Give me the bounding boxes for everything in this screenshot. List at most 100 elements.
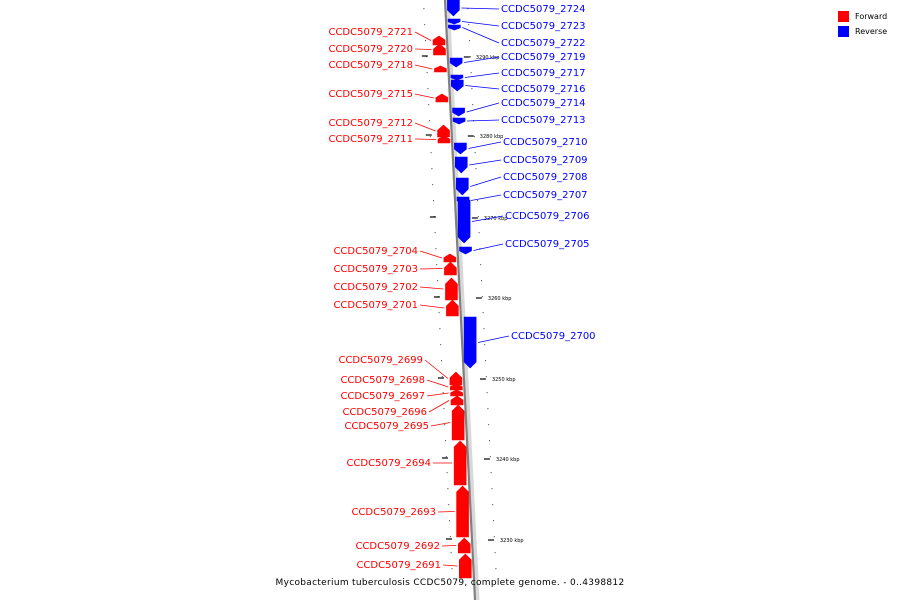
guide-dot bbox=[448, 504, 450, 506]
gene-label: CCDC5079_2724 bbox=[501, 4, 586, 15]
guide-dot bbox=[492, 504, 494, 506]
guide-dot bbox=[440, 344, 442, 346]
legend-label-reverse: Reverse bbox=[855, 27, 888, 36]
leader-line bbox=[441, 545, 457, 547]
tick-label: 3290 kbp bbox=[476, 55, 500, 61]
guide-dot bbox=[429, 120, 430, 122]
guide-dot bbox=[429, 136, 431, 138]
guide-dot bbox=[487, 408, 489, 410]
guide-dot bbox=[438, 312, 440, 314]
leader-line bbox=[419, 268, 443, 270]
gene-forward-feature bbox=[449, 371, 463, 386]
gene-reverse-feature bbox=[447, 18, 461, 25]
guide-dot bbox=[483, 328, 485, 330]
gene-forward-feature bbox=[435, 93, 449, 103]
gene-label: CCDC5079_2703 bbox=[333, 264, 418, 275]
guide-dot bbox=[495, 568, 497, 570]
guide-dot bbox=[479, 248, 481, 250]
gene-reverse-feature bbox=[463, 316, 477, 369]
guide-dot bbox=[472, 104, 474, 106]
gene-label: CCDC5079_2691 bbox=[356, 560, 441, 571]
guide-dot bbox=[473, 136, 475, 138]
gene-forward-feature bbox=[458, 553, 472, 579]
leader-line bbox=[414, 31, 432, 41]
leader-line bbox=[442, 564, 458, 567]
gene-label: CCDC5079_2721 bbox=[328, 27, 413, 38]
tick-label: 3250 kbp bbox=[492, 377, 516, 383]
guide-dot bbox=[430, 152, 432, 154]
guide-dot bbox=[424, 24, 426, 26]
leader-line bbox=[464, 56, 500, 63]
gene-label: CCDC5079_2698 bbox=[340, 375, 425, 386]
gene-reverse-feature bbox=[454, 156, 468, 174]
gene-label: CCDC5079_2713 bbox=[501, 115, 586, 126]
gene-label: CCDC5079_2716 bbox=[501, 84, 586, 95]
guide-dot bbox=[471, 88, 473, 90]
leader-line bbox=[462, 27, 500, 44]
gene-label: CCDC5079_2718 bbox=[328, 60, 413, 71]
gene-label: CCDC5079_2701 bbox=[333, 300, 418, 311]
gene-forward-feature bbox=[451, 404, 465, 441]
guide-dot bbox=[470, 72, 472, 74]
guide-dot bbox=[450, 552, 452, 554]
gene-reverse-feature bbox=[450, 74, 464, 81]
gene-label: CCDC5079_2694 bbox=[346, 458, 431, 469]
guide-dot bbox=[469, 56, 471, 58]
gene-label: CCDC5079_2715 bbox=[328, 89, 413, 100]
leader-line bbox=[465, 85, 500, 90]
legend: Forward Reverse bbox=[838, 9, 887, 39]
guide-dot bbox=[477, 216, 479, 218]
legend-swatch-forward bbox=[838, 11, 849, 22]
gene-reverse-feature bbox=[454, 142, 467, 155]
gene-reverse-feature bbox=[447, 0, 460, 17]
gene-reverse-feature bbox=[452, 107, 465, 117]
gene-forward-feature bbox=[437, 135, 451, 144]
gene-label: CCDC5079_2708 bbox=[503, 172, 588, 183]
guide-dot bbox=[434, 232, 436, 234]
gene-label: CCDC5079_2699 bbox=[338, 355, 423, 366]
guide-dot bbox=[437, 280, 438, 282]
leader-line bbox=[464, 72, 500, 78]
gene-label: CCDC5079_2712 bbox=[328, 118, 413, 129]
legend-swatch-reverse bbox=[838, 26, 849, 37]
gene-label: CCDC5079_2709 bbox=[503, 155, 588, 166]
tick-label: 3260 kbp bbox=[488, 296, 512, 302]
gene-label: CCDC5079_2720 bbox=[328, 44, 413, 55]
gene-forward-feature bbox=[457, 537, 471, 554]
gene-reverse-feature bbox=[452, 117, 466, 125]
leader-lines bbox=[414, 7, 510, 567]
leader-line bbox=[414, 122, 436, 132]
guide-dot bbox=[433, 200, 434, 202]
gene-label: CCDC5079_2696 bbox=[342, 407, 427, 418]
gene-label: CCDC5079_2719 bbox=[501, 52, 586, 63]
gene-label: CCDC5079_2717 bbox=[501, 68, 586, 79]
leader-line bbox=[414, 48, 432, 50]
gene-label: CCDC5079_2692 bbox=[355, 541, 440, 552]
gene-labels: CCDC5079_2724 CCDC5079_2723 CCDC5079_2722 C… bbox=[328, 4, 595, 571]
guide-dot bbox=[445, 440, 446, 442]
gene-forward-feature bbox=[456, 485, 469, 538]
gene-label: CCDC5079_2707 bbox=[503, 190, 588, 201]
guide-dot bbox=[490, 472, 492, 474]
leader-line bbox=[478, 335, 510, 343]
guide-dot bbox=[445, 456, 447, 458]
legend-label-forward: Forward bbox=[855, 12, 888, 21]
guide-dot bbox=[441, 360, 442, 362]
gene-label: CCDC5079_2702 bbox=[333, 282, 418, 293]
gene-forward-feature bbox=[450, 383, 463, 391]
guide-dot bbox=[493, 536, 495, 538]
leader-line bbox=[469, 159, 502, 166]
gene-label: CCDC5079_2710 bbox=[503, 137, 588, 148]
guide-dot bbox=[426, 72, 428, 74]
guide-dot bbox=[478, 232, 480, 234]
gene-features bbox=[432, 0, 477, 579]
leader-line bbox=[430, 422, 451, 427]
leader-line bbox=[414, 138, 436, 140]
gene-label: CCDC5079_2722 bbox=[501, 38, 586, 49]
gene-forward-feature bbox=[453, 440, 467, 486]
leader-line bbox=[470, 176, 502, 187]
leader-line bbox=[461, 7, 500, 10]
guide-dot bbox=[428, 104, 430, 106]
tick-marks: 3290 kbp 3280 kbp 3270 kbp 3260 kbp 3250 kbp… bbox=[421, 55, 524, 544]
guide-dot bbox=[485, 376, 487, 378]
